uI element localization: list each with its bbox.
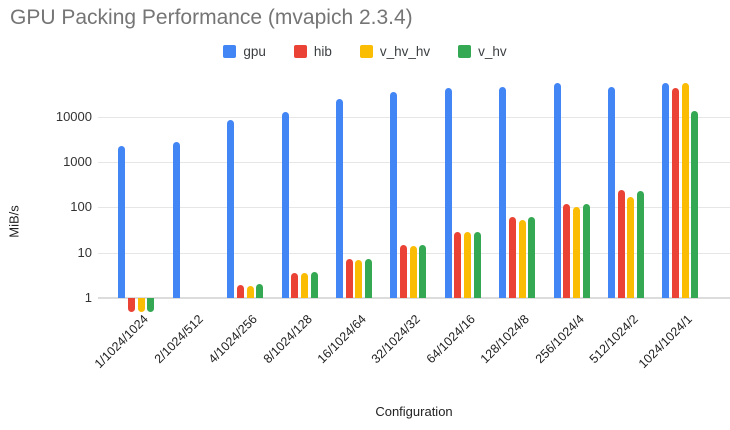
bar-v_hv [310,271,318,298]
bar-v_hv [473,231,481,298]
bar-v_hv [637,191,644,298]
bar-hib [236,285,244,298]
legend-swatch-gpu [223,45,237,58]
bar-gpu [553,83,561,298]
bar-gpu [281,111,289,298]
bar-gpu [607,86,615,298]
bar-gpu [335,99,343,298]
bar-v_hv [528,217,536,298]
y-tick-label: 1000 [63,154,92,169]
bar-gpu [499,86,507,298]
bar-v_hv_hv [246,285,254,298]
chart-legend: gpu hib v_hv_hv v_hv [0,44,730,59]
gridline [98,162,730,163]
bar-hib [128,298,135,312]
bar-v_hv [582,204,590,298]
legend-item-v_hv: v_hv [458,44,507,59]
legend-swatch-v_hv_hv [359,45,373,58]
bar-v_hv_hv [137,298,145,312]
bar-v_hv_hv [572,207,580,298]
bar-v_hv_hv [464,232,472,298]
bar-gpu [390,92,398,298]
bar-hib [563,203,571,298]
legend-item-gpu: gpu [223,44,266,59]
bar-hib [400,244,407,298]
legend-label: v_hv_hv [379,44,431,59]
bar-v_hv [691,110,699,298]
y-tick-label: 10 [77,244,92,260]
bar-gpu [227,119,235,298]
bar-hib [345,259,353,298]
gridline [98,207,730,209]
bar-hib [617,190,625,298]
bar-hib [672,87,679,298]
bar-v_hv_hv [300,273,308,298]
bar-v_hv_hv [409,246,417,298]
bar-gpu [444,87,452,298]
legend-swatch-hib [293,45,307,58]
chart-title: GPU Packing Performance (mvapich 2.3.4) [10,6,413,29]
gridline [98,297,730,299]
gridline [98,116,730,118]
bar-gpu [662,83,670,298]
legend-label: gpu [243,44,266,59]
bar-v_hv_hv [627,196,635,298]
bar-v_hv_hv [518,220,526,298]
legend-swatch-v_hv [458,45,472,58]
legend-label: hib [313,44,332,59]
y-tick-label: 100 [70,199,92,215]
bar-gpu [172,142,180,298]
bar-v_hv [419,244,427,298]
bar-v_hv [256,284,264,298]
legend-item-hib: hib [293,44,332,59]
legend-label: v_hv [478,44,507,59]
bar-hib [454,231,462,298]
bar-v_hv_hv [681,83,689,298]
y-tick-label: 1 [84,290,92,305]
bar-v_hv [147,298,155,312]
bar-hib [291,272,299,298]
y-tick-label: 10000 [55,108,92,124]
legend-item-v_hv_hv: v_hv_hv [359,44,431,59]
x-axis-title: Configuration [375,404,453,419]
y-axis-title: MiB/s [6,205,22,238]
bar-v_hv_hv [355,259,363,298]
bar-gpu [118,146,126,298]
bar-hib [508,217,516,298]
bar-v_hv [365,259,372,298]
